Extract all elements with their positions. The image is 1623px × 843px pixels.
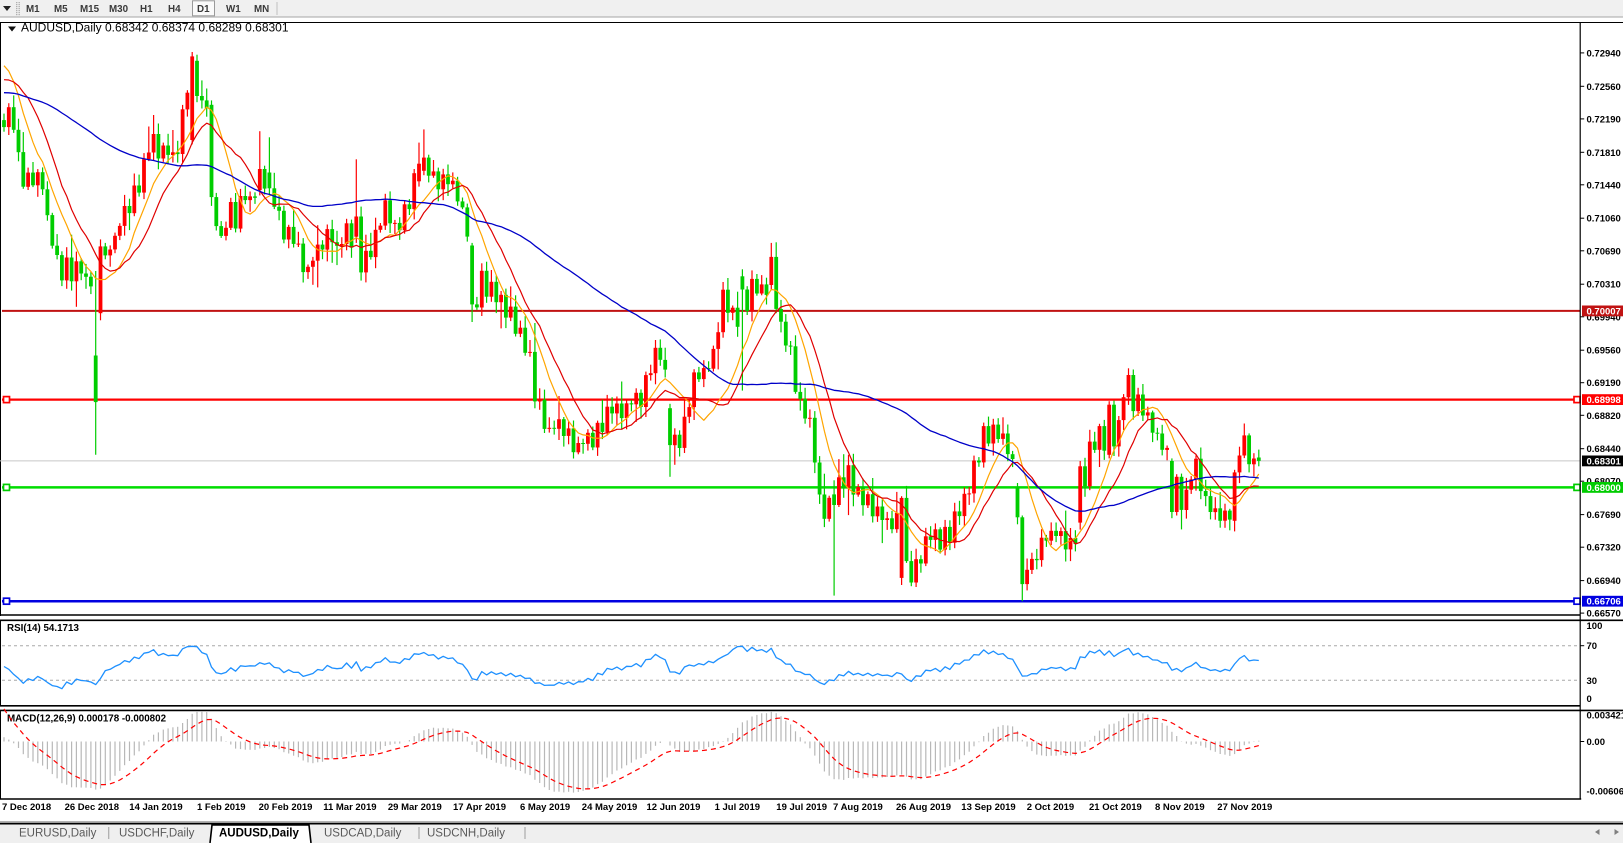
svg-text:M5: M5 <box>54 4 68 15</box>
svg-text:0.00: 0.00 <box>1587 737 1606 748</box>
svg-text:0.69940: 0.69940 <box>1587 312 1621 323</box>
svg-text:-0.006069: -0.006069 <box>1587 787 1623 798</box>
svg-text:14 Jan 2019: 14 Jan 2019 <box>129 802 182 813</box>
svg-text:0.68440: 0.68440 <box>1587 444 1621 455</box>
svg-text:13 Sep 2019: 13 Sep 2019 <box>961 802 1015 813</box>
svg-text:0.68998: 0.68998 <box>1587 395 1621 406</box>
svg-text:0.66570: 0.66570 <box>1587 609 1621 620</box>
svg-text:11 Mar 2019: 11 Mar 2019 <box>323 802 376 813</box>
svg-text:0.66706: 0.66706 <box>1587 597 1621 608</box>
svg-text:RSI(14) 54.1713: RSI(14) 54.1713 <box>7 623 79 634</box>
svg-text:7 Dec 2018: 7 Dec 2018 <box>2 802 51 813</box>
svg-text:20 Feb 2019: 20 Feb 2019 <box>259 802 313 813</box>
svg-text:AUDUSD,Daily 0.68342 0.68374: AUDUSD,Daily 0.68342 0.68374 0.68289 0.6… <box>21 21 289 35</box>
svg-text:26 Dec 2018: 26 Dec 2018 <box>65 802 119 813</box>
svg-text:0.70690: 0.70690 <box>1587 246 1621 257</box>
svg-text:100: 100 <box>1587 621 1603 632</box>
svg-text:0.72940: 0.72940 <box>1587 48 1621 59</box>
svg-text:D1: D1 <box>197 4 210 15</box>
svg-text:0.69190: 0.69190 <box>1587 378 1621 389</box>
svg-text:30: 30 <box>1587 676 1598 687</box>
svg-text:0.67320: 0.67320 <box>1587 543 1621 554</box>
svg-text:0.68820: 0.68820 <box>1587 411 1621 422</box>
svg-text:0.70310: 0.70310 <box>1587 280 1621 291</box>
svg-text:M15: M15 <box>80 4 100 15</box>
svg-text:0: 0 <box>1587 694 1592 705</box>
svg-text:0.71440: 0.71440 <box>1587 180 1621 191</box>
svg-text:21 Oct 2019: 21 Oct 2019 <box>1089 802 1142 813</box>
svg-text:M1: M1 <box>26 4 40 15</box>
svg-text:USDCHF,Daily: USDCHF,Daily <box>119 828 195 840</box>
svg-text:0.67690: 0.67690 <box>1587 510 1621 521</box>
svg-text:0.71810: 0.71810 <box>1587 148 1621 159</box>
svg-text:H1: H1 <box>140 4 153 15</box>
svg-text:MN: MN <box>254 4 269 15</box>
svg-text:0.68000: 0.68000 <box>1587 483 1621 494</box>
svg-text:12 Jun 2019: 12 Jun 2019 <box>647 802 701 813</box>
svg-text:0.68301: 0.68301 <box>1587 456 1622 467</box>
svg-text:H4: H4 <box>168 4 181 15</box>
svg-text:EURUSD,Daily: EURUSD,Daily <box>19 828 97 840</box>
svg-text:0.003421: 0.003421 <box>1587 711 1623 722</box>
svg-text:MACD(12,26,9) 0.000178 -0.0008: MACD(12,26,9) 0.000178 -0.000802 <box>7 714 167 725</box>
svg-text:USDCAD,Daily: USDCAD,Daily <box>324 828 402 840</box>
svg-text:7 Aug 2019: 7 Aug 2019 <box>833 802 883 813</box>
svg-text:0.71060: 0.71060 <box>1587 214 1621 225</box>
svg-text:0.66940: 0.66940 <box>1587 576 1621 587</box>
svg-text:8 Nov 2019: 8 Nov 2019 <box>1155 802 1205 813</box>
svg-text:USDCNH,Daily: USDCNH,Daily <box>427 828 505 840</box>
svg-text:0.70007: 0.70007 <box>1587 306 1621 317</box>
svg-text:17 Apr 2019: 17 Apr 2019 <box>453 802 506 813</box>
svg-text:0.69560: 0.69560 <box>1587 346 1621 357</box>
svg-text:0.72560: 0.72560 <box>1587 82 1621 93</box>
svg-text:24 May 2019: 24 May 2019 <box>582 802 637 813</box>
svg-text:29 Mar 2019: 29 Mar 2019 <box>388 802 442 813</box>
svg-text:26 Aug 2019: 26 Aug 2019 <box>896 802 951 813</box>
svg-text:1 Feb 2019: 1 Feb 2019 <box>197 802 246 813</box>
svg-text:0.72190: 0.72190 <box>1587 114 1621 125</box>
svg-text:27 Nov 2019: 27 Nov 2019 <box>1217 802 1272 813</box>
svg-text:70: 70 <box>1587 641 1598 652</box>
svg-text:AUDUSD,Daily: AUDUSD,Daily <box>219 828 299 840</box>
svg-text:W1: W1 <box>226 4 241 15</box>
svg-text:1 Jul 2019: 1 Jul 2019 <box>715 802 760 813</box>
svg-text:19 Jul 2019: 19 Jul 2019 <box>776 802 827 813</box>
svg-text:6 May 2019: 6 May 2019 <box>520 802 570 813</box>
svg-text:M30: M30 <box>109 4 129 15</box>
svg-text:2 Oct 2019: 2 Oct 2019 <box>1027 802 1075 813</box>
